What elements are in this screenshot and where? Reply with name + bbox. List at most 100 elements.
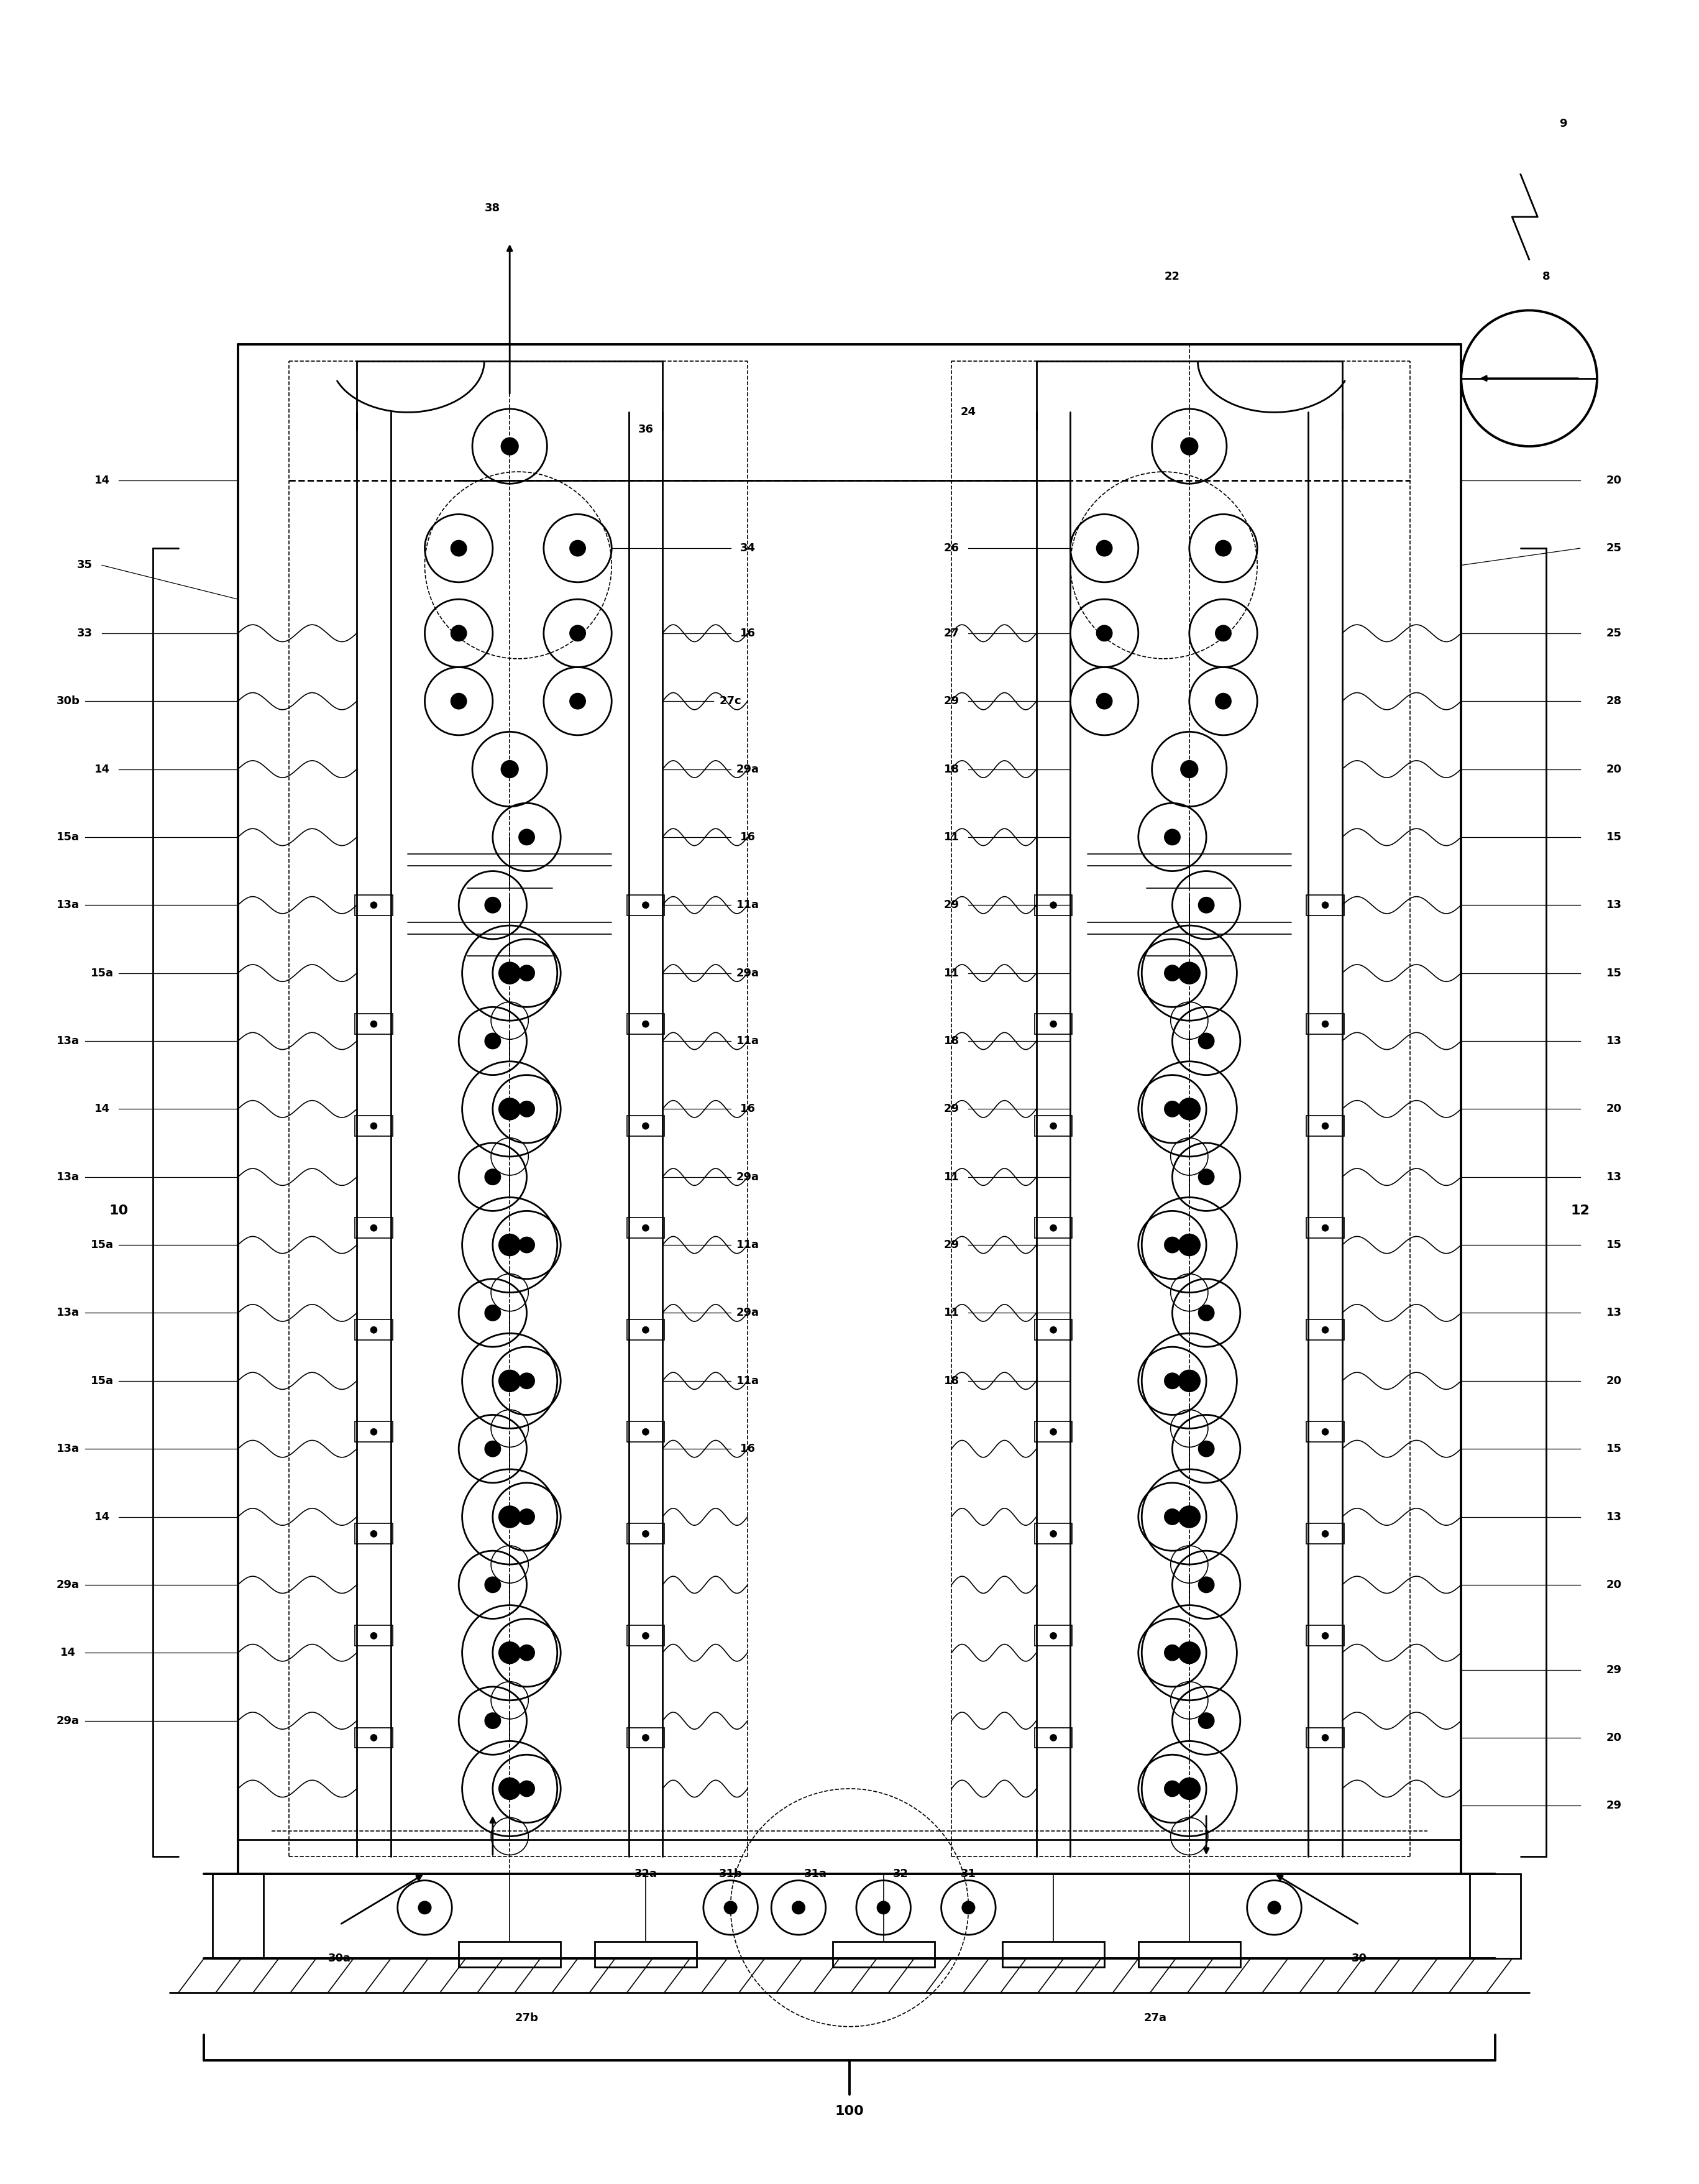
Text: 20: 20 <box>1606 764 1623 775</box>
Text: 29a: 29a <box>736 764 759 775</box>
Text: 13a: 13a <box>56 1171 80 1182</box>
Bar <box>355 1625 392 1647</box>
Circle shape <box>1050 1531 1057 1538</box>
Bar <box>1470 1874 1521 1959</box>
Circle shape <box>370 1734 377 1741</box>
Text: 35: 35 <box>76 559 93 570</box>
Circle shape <box>370 1020 377 1026</box>
Text: 25: 25 <box>1606 627 1623 638</box>
Bar <box>833 1942 934 1968</box>
Text: 26: 26 <box>943 542 960 555</box>
Text: 18: 18 <box>943 1035 960 1046</box>
Circle shape <box>1050 1020 1057 1026</box>
Bar <box>355 1524 392 1544</box>
Circle shape <box>1322 902 1329 909</box>
Text: 15: 15 <box>1606 1444 1623 1455</box>
Bar <box>1035 1728 1072 1747</box>
Circle shape <box>1216 695 1230 708</box>
Circle shape <box>1050 1631 1057 1640</box>
Circle shape <box>1098 542 1111 555</box>
Text: 29: 29 <box>1606 1664 1623 1675</box>
Circle shape <box>792 1902 805 1913</box>
Text: 16: 16 <box>739 832 756 843</box>
Circle shape <box>1322 1531 1329 1538</box>
Circle shape <box>1181 439 1198 454</box>
Bar <box>1035 1116 1072 1136</box>
Text: 11: 11 <box>943 1308 960 1319</box>
Bar <box>1035 1219 1072 1238</box>
Circle shape <box>1179 1507 1199 1527</box>
Circle shape <box>520 1509 533 1524</box>
Circle shape <box>520 1782 533 1795</box>
Circle shape <box>1050 1225 1057 1232</box>
Bar <box>627 1116 664 1136</box>
Text: 9: 9 <box>1560 118 1566 129</box>
Text: 11a: 11a <box>736 1376 759 1387</box>
Circle shape <box>1199 1441 1213 1457</box>
Circle shape <box>1199 1168 1213 1184</box>
Circle shape <box>642 1531 649 1538</box>
Bar <box>627 1422 664 1441</box>
Text: 34: 34 <box>739 542 756 555</box>
Circle shape <box>571 627 584 640</box>
Circle shape <box>1179 963 1199 983</box>
Text: 24: 24 <box>960 406 977 417</box>
Text: 11a: 11a <box>736 900 759 911</box>
Circle shape <box>370 902 377 909</box>
Text: 11: 11 <box>943 1171 960 1182</box>
Text: 15: 15 <box>1606 832 1623 843</box>
Circle shape <box>1216 627 1230 640</box>
Bar <box>595 1942 697 1968</box>
Text: 27b: 27b <box>515 2011 539 2025</box>
Circle shape <box>1267 1902 1281 1913</box>
Bar <box>1307 1116 1344 1136</box>
Circle shape <box>500 1234 520 1256</box>
Text: 29a: 29a <box>736 968 759 978</box>
Circle shape <box>1322 1123 1329 1129</box>
Circle shape <box>1166 1645 1179 1660</box>
Text: 16: 16 <box>739 1103 756 1114</box>
Circle shape <box>1322 1326 1329 1332</box>
Text: 13a: 13a <box>56 1308 80 1319</box>
Circle shape <box>486 1033 500 1048</box>
Circle shape <box>1199 1033 1213 1048</box>
Text: 12: 12 <box>1570 1206 1590 1216</box>
Circle shape <box>500 1369 520 1391</box>
Circle shape <box>642 1734 649 1741</box>
Text: 29a: 29a <box>736 1308 759 1319</box>
Text: 16: 16 <box>739 627 756 638</box>
Bar <box>355 1319 392 1341</box>
Text: 20: 20 <box>1606 1103 1623 1114</box>
Circle shape <box>1181 760 1198 778</box>
Text: 15a: 15a <box>90 1376 114 1387</box>
Text: 11a: 11a <box>736 1035 759 1046</box>
Text: 32: 32 <box>892 1867 909 1878</box>
Circle shape <box>1179 1099 1199 1120</box>
Text: 10: 10 <box>109 1206 129 1216</box>
Circle shape <box>1166 830 1179 845</box>
Circle shape <box>370 1123 377 1129</box>
Text: 36: 36 <box>637 424 654 435</box>
Circle shape <box>1050 1123 1057 1129</box>
Circle shape <box>1098 627 1111 640</box>
Text: 14: 14 <box>93 1511 110 1522</box>
Text: 31: 31 <box>960 1867 977 1878</box>
Text: 20: 20 <box>1606 1732 1623 1743</box>
Text: 29a: 29a <box>56 1579 80 1590</box>
Text: 29: 29 <box>1606 1800 1623 1811</box>
Text: 15: 15 <box>1606 968 1623 978</box>
Circle shape <box>486 1168 500 1184</box>
Bar <box>1307 1319 1344 1341</box>
Bar <box>1138 1942 1240 1968</box>
Circle shape <box>642 1020 649 1026</box>
Bar <box>1035 1625 1072 1647</box>
Circle shape <box>1322 1631 1329 1640</box>
Text: 13a: 13a <box>56 1035 80 1046</box>
Circle shape <box>1050 902 1057 909</box>
Circle shape <box>520 1238 533 1251</box>
Text: 20: 20 <box>1606 1579 1623 1590</box>
Circle shape <box>452 542 466 555</box>
Circle shape <box>1179 1642 1199 1664</box>
Text: 30: 30 <box>1351 1952 1368 1963</box>
Text: 13a: 13a <box>56 900 80 911</box>
